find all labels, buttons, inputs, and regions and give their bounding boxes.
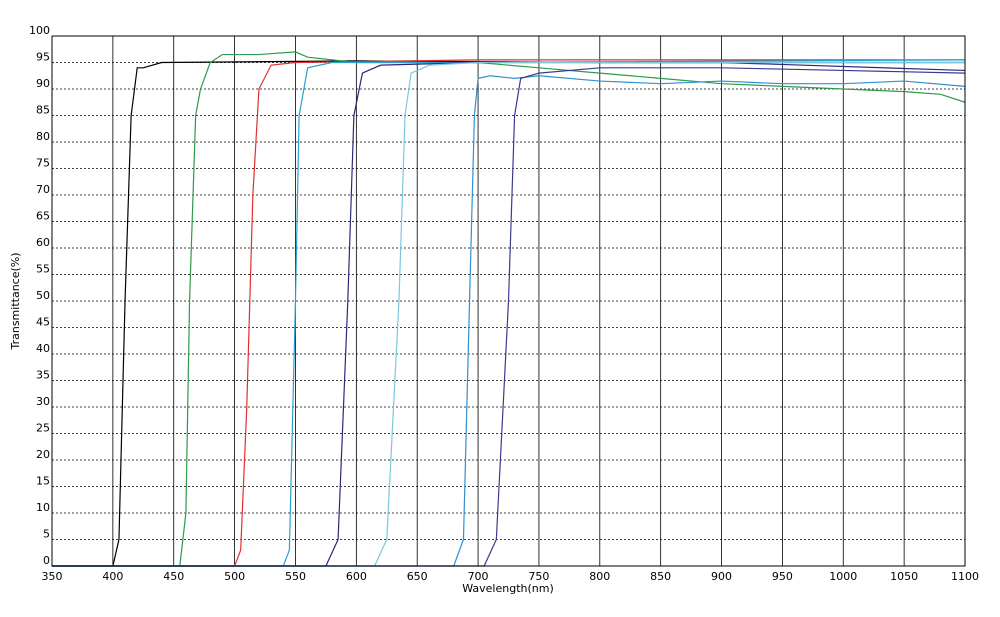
x-tick-label: 800 xyxy=(589,570,610,583)
y-tick-label: 90 xyxy=(36,77,50,90)
x-tick-label: 500 xyxy=(224,570,245,583)
x-axis-label: Wavelength(nm) xyxy=(462,582,554,595)
x-tick-label: 400 xyxy=(102,570,123,583)
series-line xyxy=(52,59,965,567)
y-tick-label: 100 xyxy=(29,24,50,37)
y-tick-label: 50 xyxy=(36,289,50,302)
y-tick-label: 15 xyxy=(36,475,50,488)
x-tick-label: 1000 xyxy=(829,570,857,583)
series-line xyxy=(52,60,965,567)
x-tick-label: 900 xyxy=(711,570,732,583)
x-tick-label: 950 xyxy=(772,570,793,583)
y-tick-label: 80 xyxy=(36,130,50,143)
y-tick-label: 85 xyxy=(36,104,50,117)
x-tick-label: 1100 xyxy=(951,570,979,583)
y-tick-label: 25 xyxy=(36,422,50,435)
x-tick-label: 1050 xyxy=(890,570,918,583)
y-tick-label: 60 xyxy=(36,236,50,249)
x-tick-label: 850 xyxy=(650,570,671,583)
y-tick-label: 30 xyxy=(36,395,50,408)
y-tick-label: 40 xyxy=(36,342,50,355)
x-tick-label: 550 xyxy=(285,570,306,583)
x-tick-label: 600 xyxy=(346,570,367,583)
x-tick-label: 450 xyxy=(163,570,184,583)
x-tick-label: 700 xyxy=(468,570,489,583)
y-tick-label: 5 xyxy=(43,528,50,541)
y-tick-label: 95 xyxy=(36,51,50,64)
y-axis-label: Transmittance(%) xyxy=(9,252,22,350)
y-tick-label: 0 xyxy=(43,554,50,567)
series-line xyxy=(52,51,966,567)
y-tick-label: 20 xyxy=(36,448,50,461)
series-line xyxy=(52,61,965,567)
plot-frame xyxy=(51,35,966,567)
y-tick-label: 70 xyxy=(36,183,50,196)
y-tick-label: 45 xyxy=(36,316,50,329)
y-tick-label: 55 xyxy=(36,263,50,276)
y-tick-label: 65 xyxy=(36,210,50,223)
x-tick-label: 650 xyxy=(407,570,428,583)
x-tick-label: 750 xyxy=(528,570,549,583)
series-line xyxy=(52,59,966,567)
x-tick-label: 350 xyxy=(42,570,63,583)
y-tick-label: 75 xyxy=(36,157,50,170)
y-tick-label: 35 xyxy=(36,369,50,382)
series-line xyxy=(52,67,966,567)
y-tick-label: 10 xyxy=(36,501,50,514)
